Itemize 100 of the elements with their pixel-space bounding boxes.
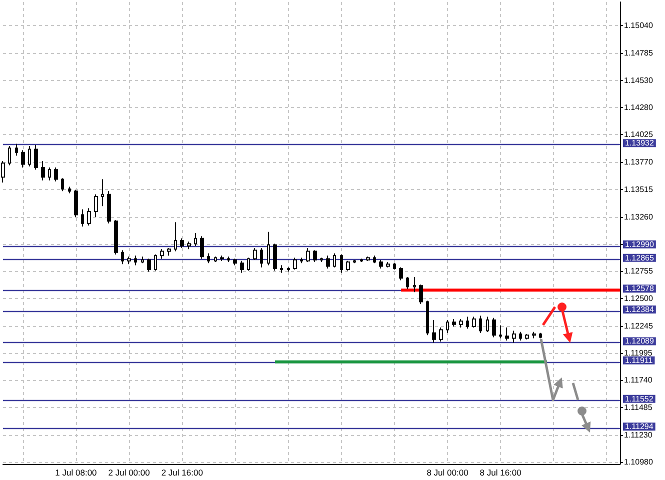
ref-line-label: 1.12990 — [625, 240, 654, 249]
candlestick — [220, 255, 224, 262]
ref-line-label: 1.12089 — [625, 336, 654, 346]
candlestick — [519, 331, 522, 341]
candlestick — [320, 257, 323, 263]
candlestick — [194, 232, 197, 246]
candlestick — [180, 238, 184, 249]
candlestick — [505, 327, 509, 341]
candlestick — [346, 260, 350, 272]
candlestick — [154, 254, 157, 272]
y-tick-label: 1.13260 — [624, 212, 654, 222]
candlestick — [114, 220, 118, 255]
candlestick — [326, 255, 330, 269]
candlestick — [121, 250, 124, 265]
candlestick — [107, 190, 111, 224]
y-tick-label: 1.14785 — [624, 48, 654, 58]
y-tick-label: 1.10980 — [624, 457, 654, 466]
candlestick — [419, 284, 423, 304]
candlestick — [492, 317, 496, 338]
candlestick — [260, 248, 263, 268]
candlestick — [340, 254, 343, 274]
candlestick — [512, 330, 516, 344]
candlestick — [127, 256, 131, 265]
y-tick-label: 1.11995 — [624, 348, 653, 358]
candlestick — [499, 324, 502, 339]
ref-line-label: 1.12865 — [625, 253, 654, 262]
y-tick-label: 1.12500 — [624, 294, 654, 304]
candlestick — [68, 186, 71, 194]
y-tick-label: 1.12755 — [624, 266, 654, 276]
y-tick-label: 1.14025 — [624, 130, 654, 140]
x-tick-label: 8 Jul 16:00 — [480, 468, 522, 478]
candlestick — [459, 318, 463, 328]
candlestick — [187, 241, 191, 250]
candlestick — [247, 257, 250, 272]
candlestick — [399, 266, 403, 281]
candlestick — [41, 160, 45, 181]
candlestick — [233, 258, 237, 266]
ref-line-label: 1.11552 — [625, 394, 654, 404]
candlestick — [532, 331, 536, 339]
candlestick — [539, 332, 542, 339]
y-tick-label: 1.13770 — [624, 158, 654, 167]
candlestick — [147, 258, 151, 272]
ref-line-label: 1.11911 — [625, 356, 654, 365]
candlestick — [54, 166, 58, 182]
candlestick — [525, 333, 529, 340]
candlestick — [333, 252, 336, 268]
ref-line-label: 1.13932 — [625, 138, 654, 148]
candlestick — [466, 316, 469, 330]
candlestick — [267, 231, 270, 266]
x-tick-label: 1 Jul 08:00 — [55, 468, 98, 478]
candlestick — [386, 262, 390, 268]
candlestick — [439, 327, 443, 342]
candlestick — [21, 150, 25, 168]
y-tick-label: 1.13515 — [624, 184, 654, 194]
candlestick — [452, 318, 456, 327]
candlestick — [446, 320, 449, 334]
candlestick — [15, 143, 18, 156]
y-tick-label: 1.11485 — [624, 403, 653, 412]
candlestick — [134, 255, 137, 266]
candlestick — [413, 276, 416, 293]
candlestick — [160, 248, 164, 260]
candlestick — [273, 243, 277, 272]
candlestick — [214, 256, 217, 263]
candlestick — [1, 160, 5, 183]
candlestick — [74, 190, 78, 218]
y-tick-label: 1.11740 — [624, 376, 653, 385]
candlestick — [174, 222, 177, 252]
candlestick — [28, 145, 31, 167]
candlestick — [48, 166, 51, 181]
candlestick — [207, 252, 210, 264]
candlestick — [306, 248, 310, 263]
candlestick — [81, 208, 84, 228]
candlestick — [61, 178, 64, 192]
candlestick — [227, 256, 230, 263]
y-tick-label: 1.15040 — [624, 21, 654, 30]
candlestick — [240, 260, 244, 274]
candlestick — [167, 248, 171, 256]
candlestick — [34, 144, 38, 170]
candlestick — [300, 257, 303, 264]
candlestick — [479, 315, 482, 334]
candlestick — [200, 236, 204, 260]
y-tick-label: 1.12245 — [624, 321, 654, 330]
candlestick — [366, 256, 370, 262]
candlestick — [253, 248, 257, 260]
candlestick — [293, 257, 297, 270]
ref-line-label: 1.11294 — [625, 422, 654, 432]
candlestick — [379, 259, 383, 269]
candlestick — [373, 255, 376, 264]
candlestick — [8, 145, 11, 166]
candlestick — [280, 264, 283, 274]
candlestick — [393, 262, 396, 270]
candlestick — [87, 208, 91, 226]
candlestick — [287, 266, 290, 272]
x-tick-label: 2 Jul 00:00 — [108, 468, 150, 478]
candlestick — [141, 256, 144, 264]
candlestick — [426, 300, 429, 336]
candlestick — [472, 316, 476, 328]
ref-line-label: 1.12384 — [625, 305, 654, 314]
y-tick-label: 1.14280 — [624, 102, 654, 112]
candlestick — [432, 320, 436, 344]
